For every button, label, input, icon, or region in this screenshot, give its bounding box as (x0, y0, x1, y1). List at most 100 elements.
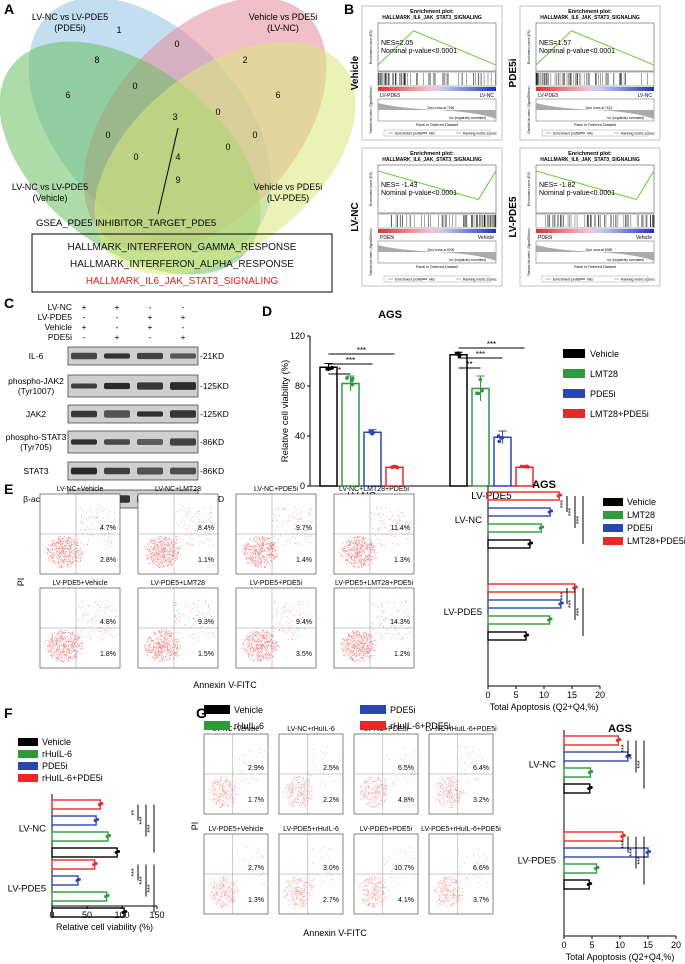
flow-dot (268, 544, 270, 546)
flow-dot (47, 549, 48, 550)
flow-dot (169, 634, 171, 636)
flow-dot (386, 527, 388, 529)
flow-dot (298, 795, 300, 797)
flow-dot (156, 544, 157, 546)
flow-dot (164, 547, 166, 549)
flow-dot (76, 640, 78, 642)
flow-dot (260, 547, 262, 549)
flow-dot (62, 651, 64, 653)
flow-dot (267, 641, 269, 643)
flow-dot (212, 524, 213, 526)
flow-dot (401, 636, 403, 638)
flow-dot (219, 793, 221, 795)
flow-dot (262, 657, 264, 659)
flow-dot (225, 780, 227, 782)
flow-dot (351, 631, 353, 633)
flow-dot (209, 798, 211, 800)
flow-dot (268, 540, 270, 542)
flow-dot (162, 547, 164, 549)
flow-dot (78, 645, 80, 646)
flow-dot (365, 653, 367, 655)
flow-dot (253, 651, 254, 652)
flow-dot (269, 639, 271, 641)
flow-dot (358, 561, 360, 563)
flow-dot (287, 797, 289, 799)
flow-dot (273, 635, 274, 637)
flow-dot (355, 549, 357, 551)
flow-dot (346, 545, 348, 547)
flow-dot (159, 536, 161, 537)
flow-dot (312, 621, 313, 622)
flow-dot (157, 552, 158, 554)
flow-dot (255, 564, 257, 565)
flow-dot (228, 798, 230, 800)
flow-dot (71, 652, 72, 654)
flow-dot (164, 537, 166, 538)
flow-dot (152, 551, 153, 553)
flow-dot (159, 644, 161, 646)
flow-dot (49, 650, 51, 652)
flow-dot (364, 632, 366, 634)
flow-dot (256, 537, 257, 539)
flow-dot (208, 533, 210, 535)
flow-dot (213, 624, 214, 625)
flow-dot (68, 557, 70, 559)
flow-dot (370, 639, 372, 641)
flow-dot (165, 544, 167, 546)
flow-dot (70, 537, 72, 539)
flow-dot (262, 645, 264, 647)
flow-dot (358, 541, 360, 543)
flow-dot (371, 637, 372, 639)
flow-dot (252, 546, 254, 548)
flow-dot (177, 639, 179, 641)
flow-dot (361, 651, 362, 652)
flow-dot (353, 637, 355, 639)
flow-dot (302, 798, 304, 800)
flow-dot (362, 551, 364, 552)
flow-dot (50, 648, 52, 650)
flow-dot (297, 529, 299, 530)
flow-dot (164, 558, 166, 559)
flow-dot (357, 645, 359, 646)
flow-dot (366, 641, 367, 643)
flow-dot (259, 548, 260, 550)
flow-dot (81, 551, 83, 552)
flow-dot (155, 646, 157, 648)
flow-dot (57, 649, 58, 651)
flow-dot (172, 558, 174, 560)
flow-dot (160, 647, 162, 649)
flow-dot (381, 605, 383, 607)
flow-dot (360, 549, 362, 551)
flow-dot (62, 541, 64, 543)
flow-dot (161, 547, 162, 548)
flow-dot (355, 545, 357, 546)
chart-d-sig-label: * (338, 366, 341, 375)
flow-dot (307, 624, 308, 625)
flow-dot (80, 636, 81, 637)
flow-dot (362, 655, 364, 657)
flow-dot (155, 560, 157, 562)
flow-dot (263, 566, 265, 568)
flow-dot (78, 561, 80, 563)
flow-dot (261, 635, 262, 637)
flow-dot (259, 553, 261, 554)
flow-dot (166, 550, 168, 552)
flow-dot (356, 642, 358, 644)
flow-dot (368, 554, 370, 556)
flow-dot (165, 632, 167, 634)
gsea-title: Enrichment plot: (410, 9, 454, 15)
gsea-legend-item: Ranking metric scores (621, 131, 655, 135)
gsea-ylabel-es: Enrichment score (ES) (369, 30, 373, 64)
flow-dot (160, 546, 162, 548)
flow-dot (111, 541, 112, 543)
flow-dot (262, 546, 263, 548)
flow-dot (168, 640, 169, 642)
flow-dot (271, 557, 272, 558)
flow-dot (160, 630, 162, 632)
flow-dot (345, 553, 346, 554)
flow-dot (167, 644, 169, 646)
flow-dot (352, 652, 353, 653)
flow-dot (161, 640, 162, 642)
flow-dot (304, 799, 305, 801)
gsea-legend-item: Hits (429, 131, 435, 135)
